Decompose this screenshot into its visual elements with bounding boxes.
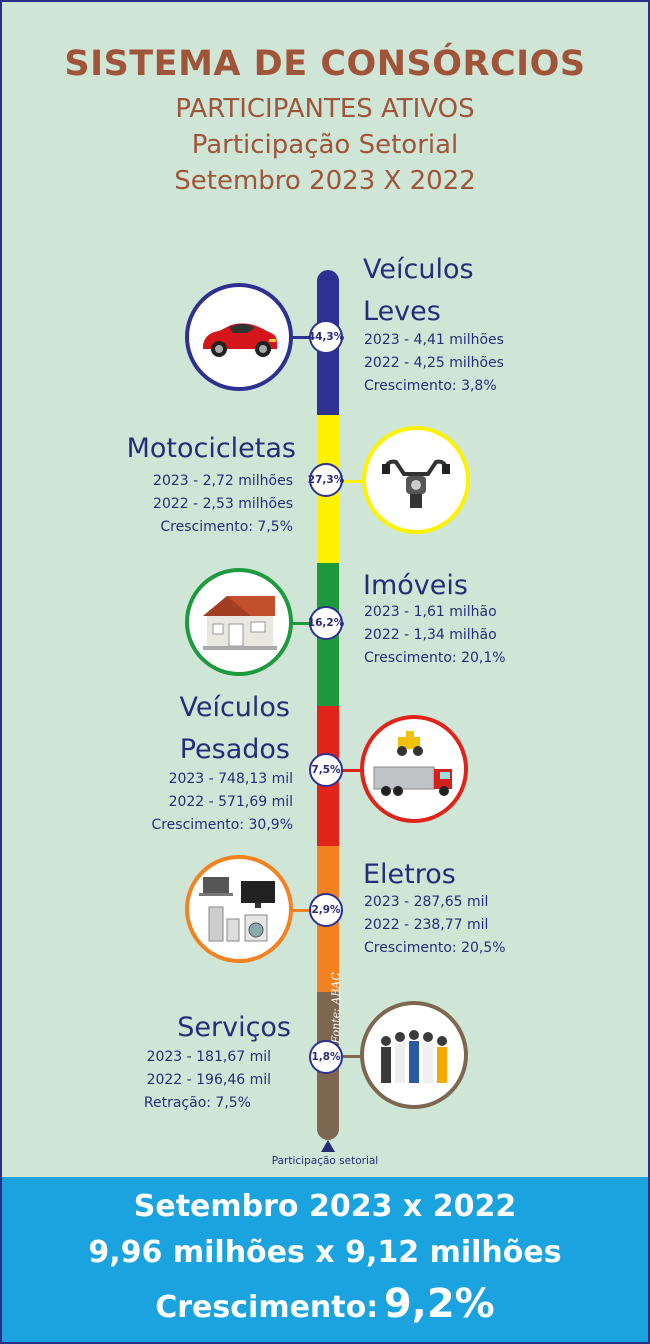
sector-name: Eletros <box>363 859 456 890</box>
value-2022: 2022 - 4,25 milhões <box>364 355 504 371</box>
subtitle-sector: Participação Setorial <box>191 130 459 160</box>
share-badge: 27,3% <box>308 463 344 497</box>
change-value: Crescimento: 3,8% <box>364 378 497 394</box>
change-value: Crescimento: 7,5% <box>160 519 293 535</box>
growth-label: Crescimento: <box>155 1290 379 1325</box>
value-2022: 2022 - 571,69 mil <box>168 794 293 810</box>
people-icon <box>360 1001 468 1109</box>
share-badge: 16,2% <box>308 606 344 640</box>
sector-name: Imóveis <box>363 570 468 601</box>
summary-totals: 9,96 milhões x 9,12 milhões <box>88 1235 562 1270</box>
sector-name: Veículos <box>363 254 474 285</box>
connector <box>292 622 312 625</box>
car-icon <box>185 283 293 391</box>
change-value: Retração: 7,5% <box>143 1095 251 1111</box>
sector-name: Motocicletas <box>126 433 296 464</box>
arrow-up-icon <box>321 1140 335 1152</box>
value-2022: 2022 - 196,46 mil <box>146 1072 271 1088</box>
source-label: Fonte: ABAC <box>329 972 343 1044</box>
share-badge: 1,8% <box>309 1040 343 1074</box>
sector-name-line2: Leves <box>363 296 441 327</box>
connector <box>342 1055 364 1058</box>
value-2022: 2022 - 238,77 mil <box>364 917 489 933</box>
summary-growth: Crescimento: 9,2% <box>2 1281 648 1327</box>
connector <box>292 909 312 912</box>
truck-tractor-icon <box>360 715 468 823</box>
value-2023: 2023 - 181,67 mil <box>146 1049 271 1065</box>
sector-name: Veículos <box>179 692 290 723</box>
value-2023: 2023 - 287,65 mil <box>364 894 489 910</box>
sector-name: Serviços <box>177 1012 291 1043</box>
change-value: Crescimento: 30,9% <box>151 817 293 833</box>
sector-name-line2: Pesados <box>179 734 290 765</box>
connector <box>342 769 364 772</box>
connector <box>342 480 366 483</box>
connector <box>292 336 312 339</box>
value-2023: 2023 - 748,13 mil <box>168 771 293 787</box>
value-2022: 2022 - 1,34 milhão <box>364 627 497 643</box>
summary-period: Setembro 2023 x 2022 <box>133 1189 517 1224</box>
change-value: Crescimento: 20,5% <box>364 940 506 956</box>
value-2023: 2023 - 2,72 milhões <box>153 473 293 489</box>
motorcycle-handlebar-icon <box>362 426 470 534</box>
subtitle: PARTICIPANTES ATIVOS <box>175 94 475 124</box>
change-value: Crescimento: 20,1% <box>364 650 506 666</box>
share-badge: 7,5% <box>309 753 343 787</box>
value-2023: 2023 - 1,61 milhão <box>364 604 497 620</box>
growth-value: 9,2% <box>383 1281 495 1327</box>
appliances-icon <box>185 855 293 963</box>
subtitle-period: Setembro 2023 X 2022 <box>174 166 476 196</box>
house-icon <box>185 568 293 676</box>
share-badge: 2,9% <box>309 893 343 927</box>
share-badge: 44,3% <box>308 320 344 354</box>
page-title: SISTEMA DE CONSÓRCIOS <box>64 44 586 84</box>
value-2023: 2023 - 4,41 milhões <box>364 332 504 348</box>
axis-label: Participação setorial <box>271 1155 379 1167</box>
summary-footer: Setembro 2023 x 2022 9,96 milhões x 9,12… <box>2 1177 648 1342</box>
value-2022: 2022 - 2,53 milhões <box>153 496 293 512</box>
